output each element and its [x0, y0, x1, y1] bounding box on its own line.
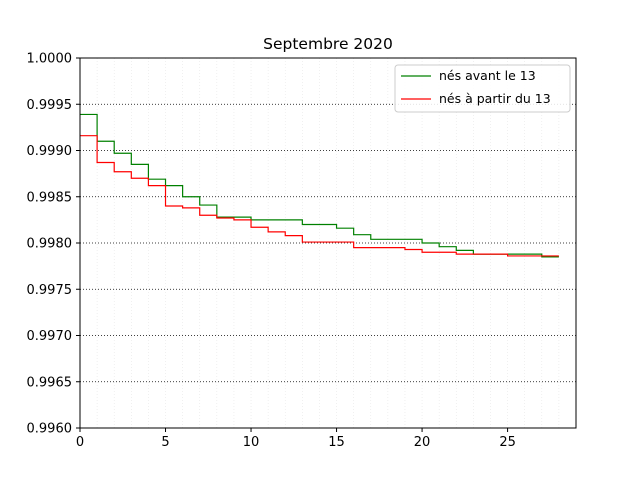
- series-line-0: [80, 113, 559, 258]
- y-tick-label: 1.0000: [27, 52, 73, 67]
- y-tick-label: 0.9970: [27, 329, 73, 344]
- x-tick-label: 25: [499, 435, 516, 450]
- series-line-1: [80, 135, 559, 257]
- legend-label-0: nés avant le 13: [439, 68, 536, 83]
- x-minor-grid: [96, 58, 560, 428]
- x-tick-label: 15: [328, 435, 345, 450]
- y-tick-label: 0.9975: [27, 283, 73, 298]
- y-major-grid: [80, 57, 576, 429]
- plot-frame: [79, 57, 577, 429]
- series-layer: [80, 113, 559, 258]
- x-tick-label: 10: [243, 435, 260, 450]
- legend: nés avant le 13 nés à partir du 13: [394, 64, 571, 113]
- x-tick-label: 5: [161, 435, 169, 450]
- y-axis: 0.9960 0.9965 0.9970 0.9975 0.9980 0.9985 0.99…: [27, 52, 80, 437]
- y-tick-label: 0.9960: [27, 422, 73, 437]
- y-tick-label: 0.9965: [27, 375, 73, 390]
- y-tick-label: 0.9990: [27, 144, 73, 159]
- legend-label-1: nés à partir du 13: [439, 91, 551, 106]
- legend-box: [394, 64, 571, 113]
- chart-title: Septembre 2020: [263, 35, 393, 53]
- y-tick-label: 0.9995: [27, 98, 73, 113]
- y-tick-label: 0.9980: [27, 237, 73, 252]
- x-axis: 0 5 10 15 20 25: [76, 428, 516, 450]
- x-tick-label: 0: [76, 435, 84, 450]
- x-tick-label: 20: [414, 435, 431, 450]
- y-tick-label: 0.9985: [27, 190, 73, 205]
